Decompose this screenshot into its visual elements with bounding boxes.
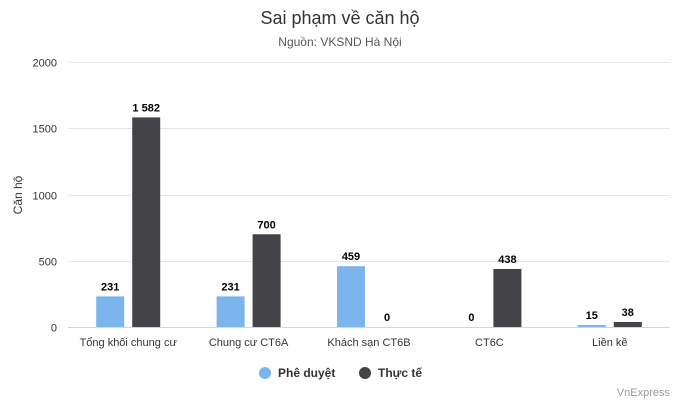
bars [96, 117, 642, 327]
bar[interactable] [216, 296, 245, 327]
legend-item[interactable]: Phê duyệt [259, 366, 335, 380]
x-tick-label: Liền kề [592, 337, 627, 349]
y-tick-label: 0 [51, 323, 57, 335]
bar[interactable] [493, 268, 522, 327]
data-label: 0 [468, 312, 474, 324]
data-label: 459 [342, 251, 360, 263]
y-tick-label: 500 [39, 257, 57, 269]
data-label: 1 582 [132, 102, 160, 114]
bar[interactable] [96, 296, 125, 327]
data-label: 700 [257, 219, 275, 231]
data-labels: 231 1 582 231 700 459 0 0 438 15 38 [101, 102, 634, 324]
y-tick-label: 2000 [33, 58, 57, 70]
y-tick-label: 1500 [33, 124, 57, 136]
x-tick-label: Tổng khối chung cư [80, 337, 178, 349]
x-axis-ticks: Tổng khối chung cư Chung cư CT6A Khách sạn… [80, 337, 628, 349]
data-label: 438 [498, 254, 516, 266]
legend[interactable]: Phê duyệt Thực tế [259, 366, 422, 380]
y-tick-label: 1000 [33, 191, 57, 203]
legend-marker [259, 367, 271, 379]
legend-label: Thực tế [378, 366, 422, 380]
x-tick-label: CT6C [475, 337, 504, 349]
bar[interactable] [132, 117, 161, 327]
y-axis-label: Căn hộ [11, 175, 25, 214]
x-tick-label: Chung cư CT6A [209, 337, 289, 349]
data-label: 231 [101, 281, 119, 293]
x-tick-label: Khách sạn CT6B [327, 337, 410, 349]
bar[interactable] [337, 266, 365, 327]
legend-label: Phê duyệt [278, 366, 335, 380]
legend-item[interactable]: Thực tế [359, 366, 422, 380]
data-label: 0 [384, 312, 390, 324]
data-label: 38 [622, 307, 634, 319]
y-axis-ticks: 0 500 1000 1500 2000 [33, 58, 57, 335]
bar[interactable] [252, 234, 281, 327]
gridlines [68, 62, 670, 262]
credit-text[interactable]: VnExpress [617, 387, 671, 399]
legend-marker [359, 367, 371, 379]
bar[interactable] [577, 325, 606, 327]
data-label: 231 [221, 281, 239, 293]
data-label: 15 [586, 310, 598, 322]
bar[interactable] [613, 321, 642, 327]
chart-title: Sai phạm về căn hộ [260, 8, 419, 28]
chart-subtitle: Nguồn: VKSND Hà Nội [278, 35, 401, 49]
